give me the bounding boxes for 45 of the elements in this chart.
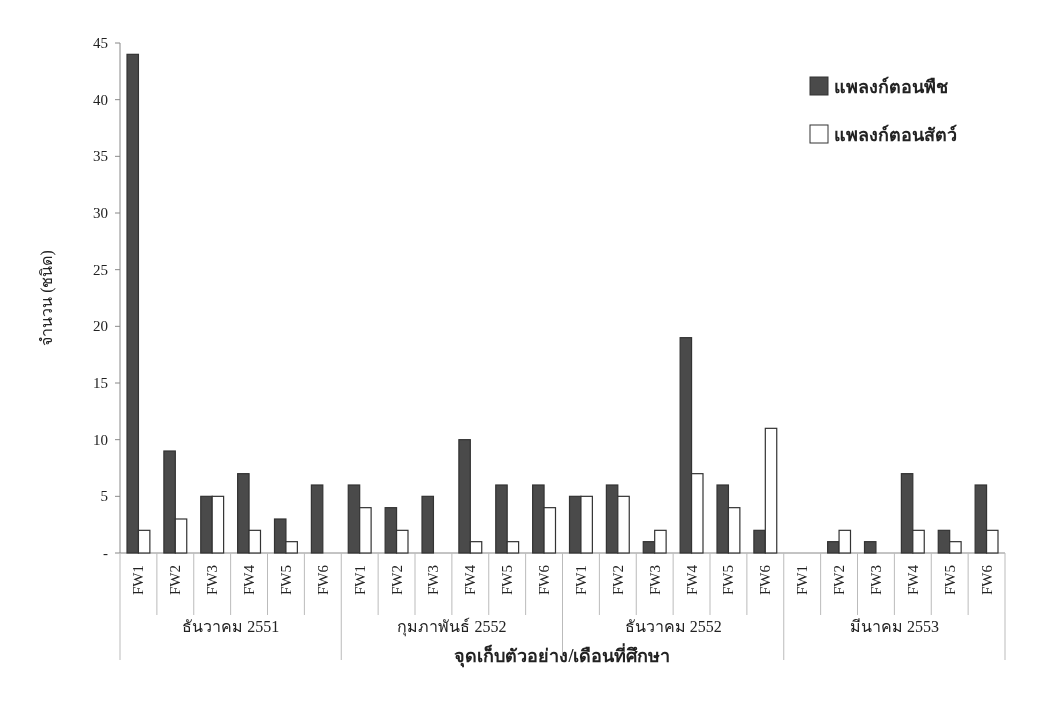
x-tick-label: FW2 bbox=[167, 565, 184, 595]
x-tick-label: FW2 bbox=[388, 565, 405, 595]
x-tick-label: FW1 bbox=[130, 565, 147, 595]
y-tick-label: 35 bbox=[93, 148, 108, 165]
x-tick-label: FW5 bbox=[941, 565, 958, 595]
x-tick-label: FW3 bbox=[425, 565, 442, 595]
text: กุมภาพันธ์ 2552 bbox=[397, 617, 507, 637]
x-tick-label: FW5 bbox=[277, 565, 294, 595]
x-tick-label: FW3 bbox=[646, 565, 663, 595]
x-tick-label: FW4 bbox=[241, 564, 258, 595]
x-tick-label: FW6 bbox=[757, 564, 774, 595]
bar bbox=[421, 495, 435, 554]
x-tick-label: FW1 bbox=[794, 565, 811, 595]
x-tick-label: FW1 bbox=[351, 565, 368, 595]
y-axis-title: จำนวน (ชนิด) bbox=[38, 250, 56, 346]
x-tick-label: FW4 bbox=[462, 564, 479, 595]
bar bbox=[310, 484, 324, 554]
text: มีนาคม 2553 bbox=[849, 618, 939, 635]
y-tick-label: 10 bbox=[93, 431, 108, 448]
x-tick-label: FW5 bbox=[499, 565, 516, 595]
x-tick-label: FW6 bbox=[314, 564, 331, 595]
x-tick-label: FW2 bbox=[831, 565, 848, 595]
x-tick-label: FW5 bbox=[720, 565, 737, 595]
y-tick-label: 20 bbox=[93, 318, 108, 335]
legend-label: แพลงก์ตอนพืช bbox=[834, 76, 948, 97]
x-tick-label: FW6 bbox=[536, 564, 553, 595]
y-tick-label: 40 bbox=[93, 91, 108, 108]
x-tick-label: FW3 bbox=[867, 565, 884, 595]
x-tick-label: FW3 bbox=[204, 565, 221, 595]
y-tick-label: 30 bbox=[93, 205, 108, 221]
x-tick-label: FW4 bbox=[904, 564, 921, 595]
y-tick-label: 15 bbox=[93, 375, 108, 391]
x-tick-label: FW4 bbox=[683, 564, 700, 595]
x-tick-label: FW2 bbox=[609, 565, 626, 595]
x-axis-title: จุดเก็บตัวอย่าง/เดือนที่ศึกษา bbox=[454, 643, 671, 668]
x-tick-label: FW6 bbox=[978, 564, 995, 595]
y-tick-label: 5 bbox=[100, 488, 108, 505]
y-tick-label: 45 bbox=[93, 35, 108, 51]
y-tick-label: - bbox=[103, 545, 108, 561]
bar bbox=[863, 541, 877, 554]
text: ธันวาคม 2552 bbox=[624, 618, 722, 635]
x-tick-label: FW1 bbox=[572, 565, 589, 595]
text: ธันวาคม 2551 bbox=[182, 618, 280, 635]
legend-label: แพลงก์ตอนสัตว์ bbox=[834, 124, 957, 145]
y-tick-label: 25 bbox=[93, 261, 108, 278]
